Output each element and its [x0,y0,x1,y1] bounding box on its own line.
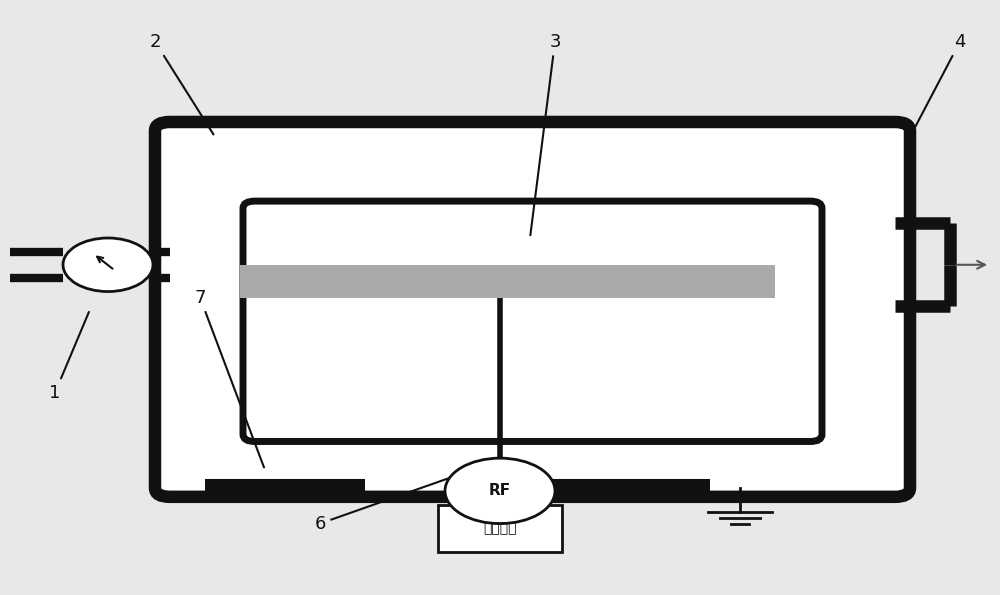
Text: 匹配电路: 匹配电路 [483,521,517,535]
Text: 6: 6 [314,477,452,533]
Text: 7: 7 [194,289,264,468]
Text: 5: 5 [653,277,746,295]
Text: 2: 2 [149,33,214,134]
FancyBboxPatch shape [243,201,822,441]
Text: RF: RF [489,483,511,499]
Text: 4: 4 [911,33,966,134]
FancyBboxPatch shape [155,122,910,497]
Text: 1: 1 [49,312,89,402]
Circle shape [63,238,153,292]
Circle shape [445,458,555,524]
Bar [240,265,775,298]
FancyBboxPatch shape [438,505,562,552]
Text: 3: 3 [530,33,561,235]
